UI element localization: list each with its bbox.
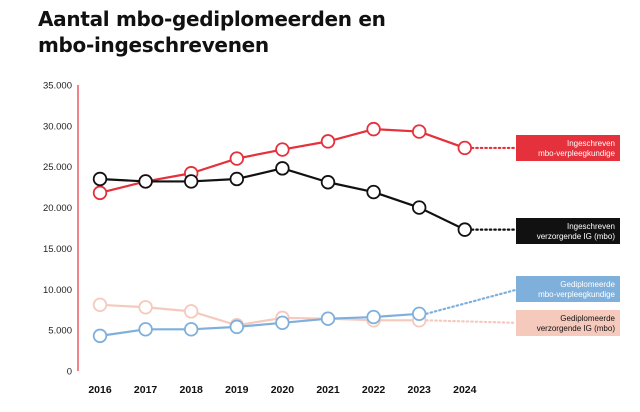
data-point-dipl-verpleeg (92, 328, 108, 344)
x-tick-label: 2019 (225, 384, 249, 396)
data-point-ing-verpleeg (457, 140, 473, 156)
x-tick-label: 2022 (362, 384, 386, 396)
x-tick-label: 2021 (316, 384, 340, 396)
series-dipl-ig (92, 297, 517, 333)
y-axis: 35.000 30.000 25.000 20.000 15.000 10.000 5.00… (43, 81, 79, 378)
data-point-dipl-verpleeg (138, 322, 153, 337)
series-labels: Ingeschrevenmbo-verpleegkundigeIngeschre… (516, 135, 620, 336)
data-point-ing-verpleeg (320, 134, 336, 149)
series-label-text: verzorgende IG (mbo) (537, 232, 616, 241)
y-tick-label: 15.000 (43, 244, 72, 255)
y-tick-label: 35.000 (43, 81, 72, 92)
series-extension-dipl-verpleeg (425, 289, 517, 315)
series-label-text: verzorgende IG (mbo) (537, 324, 616, 333)
x-tick-label: 2017 (134, 384, 158, 396)
series-label-text: mbo-verpleegkundige (538, 290, 615, 299)
data-point-dipl-verpleeg (320, 311, 336, 326)
series-line-dipl-verpleeg (99, 312, 420, 337)
data-point-ing-verpleeg (366, 121, 381, 137)
data-point-dipl-verpleeg (229, 319, 245, 335)
data-point-dipl-verpleeg (275, 315, 290, 330)
y-tick-label: 30.000 (43, 121, 72, 132)
series-label-box (516, 310, 620, 336)
x-tick-label: 2018 (180, 384, 204, 396)
data-point-ing-verpleeg (92, 185, 108, 201)
data-point-ing-ig (229, 171, 245, 187)
data-point-dipl-verpleeg (366, 309, 381, 325)
data-point-dipl-ig (92, 297, 108, 313)
data-point-ing-ig (366, 184, 381, 200)
series-label-text: Ingeschreven (567, 139, 615, 148)
x-tick-label: 2024 (453, 384, 477, 396)
data-point-ing-ig (457, 222, 473, 237)
series-label-text: Gediplomeerde (560, 314, 615, 323)
series-line-dipl-ig (99, 303, 420, 327)
chart-title: Aantal mbo-gediplomeerden en mbo-ingesch… (38, 6, 438, 58)
data-point-ing-ig (138, 174, 153, 189)
x-tick-label: 2016 (88, 384, 112, 396)
data-point-dipl-verpleeg (183, 322, 199, 337)
x-axis: 2016 2017 2018 2019 2020 2021 2022 2023 2024 (88, 384, 476, 396)
series-extension-dipl-ig (425, 319, 517, 324)
y-tick-label: 0 (67, 367, 72, 378)
series-line-ing-verpleeg (99, 128, 466, 194)
series-layer (92, 121, 517, 344)
data-point-dipl-ig (183, 304, 199, 319)
chart-title-line-1: Aantal mbo-gediplomeerden en (38, 7, 386, 31)
series-ing-ig (92, 161, 517, 237)
series-label-box (516, 276, 620, 302)
data-point-ing-ig (275, 161, 290, 176)
series-label-text: mbo-verpleegkundige (538, 149, 615, 158)
series-label-text: Gediplomeerde (560, 280, 615, 289)
series-label-text: Ingeschreven (567, 222, 615, 231)
data-point-dipl-verpleeg (412, 306, 427, 322)
series-label-box (516, 218, 620, 244)
x-tick-label: 2023 (408, 384, 432, 396)
series-ing-verpleeg (92, 121, 517, 201)
data-point-ing-verpleeg (229, 151, 245, 166)
data-point-ing-ig (183, 174, 199, 189)
y-tick-label: 10.000 (43, 285, 72, 296)
data-point-ing-verpleeg (275, 142, 290, 157)
chart-title-line-2: mbo-ingeschrevenen (38, 33, 269, 57)
y-tick-label: 25.000 (43, 162, 72, 173)
data-point-dipl-ig (138, 300, 153, 315)
series-label-box (516, 135, 620, 161)
data-point-ing-verpleeg (412, 124, 427, 139)
data-point-ing-ig (320, 175, 336, 190)
series-line-ing-ig (99, 167, 466, 231)
y-tick-label: 20.000 (43, 203, 72, 214)
x-tick-label: 2020 (271, 384, 295, 396)
series-dipl-verpleeg (92, 289, 517, 344)
data-point-ing-ig (92, 171, 108, 187)
data-point-ing-ig (412, 200, 427, 215)
y-tick-label: 5.000 (48, 326, 72, 337)
